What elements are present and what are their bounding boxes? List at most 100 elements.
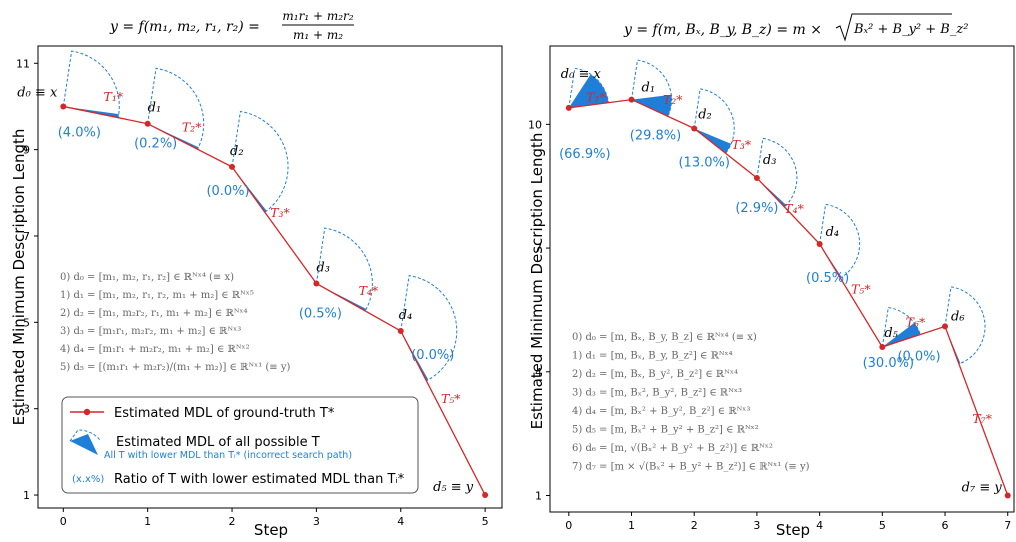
right-edge-label: T₃*: [732, 137, 752, 152]
right-ratio-label: (2.9%): [735, 201, 778, 216]
left-ylabel: Estimated Minimum Description Length: [10, 129, 28, 426]
left-point: [60, 103, 67, 110]
right-ratio-label: (0.5%): [806, 271, 849, 286]
right-point: [1004, 492, 1011, 499]
left-step-item: 0) d₀ = [m₁, m₂, r₁, r₂] ∈ ℝᴺˣ⁴ (≡ x): [60, 272, 234, 283]
right-steps-list: 0) d₀ = [m, Bₓ, B_y, B_z] ∈ ℝᴺˣ⁴ (≡ x) 1)…: [572, 332, 810, 473]
left-ytick-label: 9: [23, 144, 30, 157]
right-point: [879, 344, 886, 351]
left-ytick-label: 5: [23, 316, 30, 329]
right-search-arc: [881, 306, 921, 348]
right-step-item: 4) d₄ = [m, Bₓ² + B_y², B_z²] ∈ ℝᴺˣ³: [572, 406, 750, 417]
legend-entry-ratio: Ratio of T with lower estimated MDL than…: [114, 472, 405, 487]
left-node-label: d₄: [399, 308, 413, 323]
left-xtick-label: 5: [482, 515, 489, 528]
left-ratio-label: (4.0%): [58, 125, 101, 140]
right-title-lhs: y = f(m, Bₓ, B_y, B_z) = m ×: [623, 22, 822, 38]
legend-entry-all-t: Estimated MDL of all possible T: [116, 435, 320, 450]
left-ratio-label: (0.0%): [206, 184, 249, 199]
left-step-item: 1) d₁ = [m₁, m₂, r₁, r₂, m₁ + m₂] ∈ ℝᴺˣ⁵: [60, 290, 254, 301]
right-point: [942, 323, 949, 330]
right-node-label: d₆: [951, 309, 965, 324]
right-edge-label: T₂*: [663, 92, 683, 107]
left-ratio-label: (0.0%): [411, 348, 454, 363]
right-edge-label: T₆*: [906, 315, 926, 330]
right-xtick-label: 0: [565, 519, 572, 532]
left-step-item: 4) d₄ = [m₁r₁ + m₂r₂, m₁ + m₂] ∈ ℝᴺˣ²: [60, 344, 250, 355]
right-search-arc: [693, 88, 735, 154]
right-step-item: 1) d₁ = [m, Bₓ, B_y, B_z²] ∈ ℝᴺˣ⁴: [572, 351, 733, 362]
left-ytick-label: 3: [23, 403, 30, 416]
right-ratio-label: (66.9%): [559, 147, 610, 162]
left-ratio-label: (0.5%): [299, 306, 342, 321]
left-node-label: d₂: [230, 144, 244, 159]
left-point: [397, 327, 404, 334]
left-xtick-label: 0: [60, 515, 67, 528]
left-node-label: d₁: [148, 101, 162, 116]
left-title-denominator: m₁ + m₂: [293, 28, 343, 42]
left-edge-label: T₅*: [441, 391, 461, 406]
right-ratio-label: (29.8%): [630, 129, 681, 144]
right-step-item: 6) d₆ = [m, √(Bₓ² + B_y² + B_z²)] ∈ ℝᴺˣ²: [572, 443, 773, 454]
legend-wedge-icon: [70, 434, 98, 455]
left-xtick-label: 3: [313, 515, 320, 528]
right-search-arc: [756, 137, 798, 208]
right-ratio-label: (30.0%): [863, 356, 914, 371]
right-step-item: 0) d₀ = [m, Bₓ, B_y, B_z] ∈ ℝᴺˣ⁴ (≡ x): [572, 332, 757, 343]
legend-dot-marker: [83, 408, 91, 416]
legend-frame: [61, 396, 419, 494]
right-xlabel: Step: [776, 521, 810, 539]
right-ytick-label: 1: [535, 490, 542, 503]
left-node-label: d₀ ≡ x: [17, 85, 58, 100]
right-ratio-wedge: [882, 322, 921, 348]
left-step-item: 3) d₃ = [m₁r₁, m₂r₂, m₁ + m₂] ∈ ℝᴺˣ³: [60, 326, 241, 337]
right-xtick-label: 1: [628, 519, 635, 532]
left-edge-label: T₄*: [359, 283, 379, 298]
legend-entry-all-t-sub: All T with lower MDL than Tᵢ* (incorrect…: [104, 450, 352, 461]
legend-arc-icon: [69, 429, 101, 442]
left-plot-frame: [37, 45, 503, 509]
right-panel: y = f(m, Bₓ, B_y, B_z) = m × Bₓ² + B_y² …: [528, 13, 1015, 539]
left-point: [482, 492, 489, 499]
right-ratio-wedge: [631, 94, 672, 117]
right-point: [691, 125, 698, 132]
left-panel: y = f(m₁, m₂, r₁, r₂) = m₁r₁ + m₂r₂ m₁ +…: [10, 9, 503, 539]
right-step-item: 5) d₅ = [m, Bₓ² + B_y² + B_z²] ∈ ℝᴺˣ²: [572, 425, 759, 436]
right-point: [753, 174, 760, 181]
left-ytick-label: 11: [16, 57, 30, 70]
left-xtick-label: 4: [397, 515, 404, 528]
left-search-arc: [400, 275, 458, 382]
right-ytick-label: 4: [535, 366, 542, 379]
right-xtick-label: 7: [1004, 519, 1011, 532]
left-point: [144, 120, 151, 127]
right-edge-label: T₄*: [784, 201, 804, 216]
right-ylabel: Estimated Minimum Description Length: [528, 133, 546, 430]
left-search-arc: [147, 67, 205, 150]
left-edge-label: T₁*: [103, 89, 123, 104]
left-edge-label: T₃*: [270, 205, 290, 220]
right-ratio-wedge: [568, 74, 609, 108]
right-xtick-label: 4: [816, 519, 823, 532]
legend-entry-ground-truth: Estimated MDL of ground-truth T*: [114, 406, 335, 421]
left-step-item: 5) d₅ = [(m₁r₁ + m₂r₂)/(m₁ + m₂)] ∈ ℝᴺˣ¹…: [60, 362, 290, 373]
left-search-arc: [62, 50, 120, 118]
left-point: [229, 163, 236, 170]
right-search-arc: [631, 59, 672, 117]
right-step-item: 7) d₇ = [m × √(Bₓ² + B_y² + B_z²)] ∈ ℝᴺˣ…: [572, 462, 810, 473]
legend-ratio-marker: (x.x%): [72, 474, 104, 485]
right-node-label: d₀ ≡ x: [561, 67, 602, 82]
left-ytick-label: 1: [23, 489, 30, 502]
left-ratio-label: (0.2%): [134, 137, 177, 152]
right-xtick-label: 2: [691, 519, 698, 532]
right-title-sqrt-sign: [835, 13, 952, 42]
left-node-label: d₃: [316, 260, 330, 275]
right-search-arc: [944, 286, 986, 365]
right-point: [628, 96, 635, 103]
left-title-lhs: y = f(m₁, m₂, r₁, r₂) =: [109, 19, 260, 35]
left-step-item: 2) d₂ = [m₁, m₂r₂, r₁, m₁ + m₂] ∈ ℝᴺˣ⁴: [60, 308, 248, 319]
right-node-label: d₂: [698, 107, 712, 122]
right-xtick-label: 5: [879, 519, 886, 532]
right-xtick-label: 6: [942, 519, 949, 532]
right-title-sqrt-body: Bₓ² + B_y² + B_z²: [853, 22, 968, 37]
